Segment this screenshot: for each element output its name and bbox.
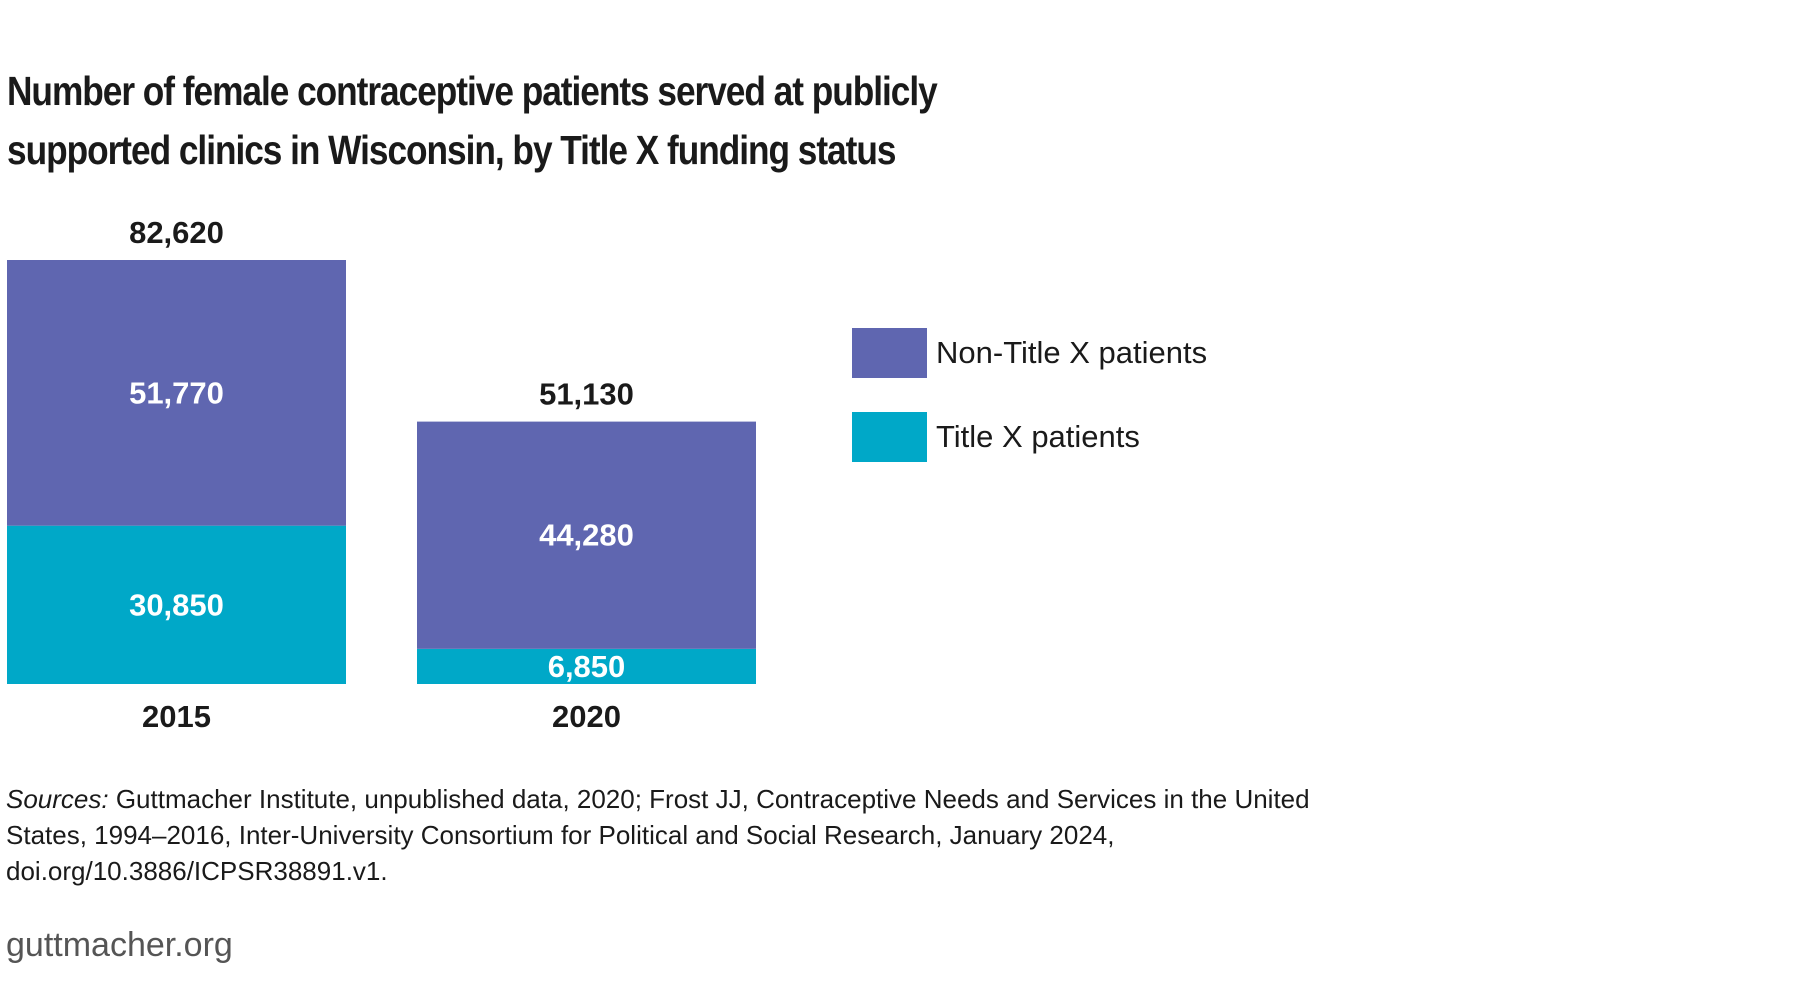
- data-label-2015-non-title-x: 51,770: [129, 375, 224, 410]
- footer-site: guttmacher.org: [6, 926, 233, 964]
- legend-swatch-non-title-x: [852, 328, 927, 378]
- chart-title: Number of female contraceptive patients …: [7, 68, 938, 173]
- legend-label-title-x: Title X patients: [936, 419, 1140, 454]
- total-label-2015: 82,620: [129, 215, 224, 250]
- bar-2020-title-x: [417, 648, 756, 684]
- source-text: Guttmacher Institute, unpublished data, …: [6, 784, 1310, 886]
- data-label-2020-title-x: 6,850: [548, 649, 626, 684]
- bar-2015-non-title-x: [7, 260, 346, 526]
- data-label-2015-title-x: 30,850: [129, 587, 224, 622]
- source-prefix: Sources:: [6, 784, 109, 814]
- bar-2015-title-x: [7, 525, 346, 684]
- legend-label-non-title-x: Non-Title X patients: [936, 335, 1208, 370]
- legend-swatch-title-x: [852, 412, 927, 462]
- category-label-2015: 2015: [142, 699, 211, 734]
- data-label-2020-non-title-x: 44,280: [539, 518, 634, 553]
- bar-2020-non-title-x: [417, 421, 756, 649]
- source-note: Sources: Guttmacher Institute, unpublish…: [6, 781, 1366, 889]
- category-label-2020: 2020: [552, 699, 621, 734]
- total-label-2020: 51,130: [539, 377, 634, 412]
